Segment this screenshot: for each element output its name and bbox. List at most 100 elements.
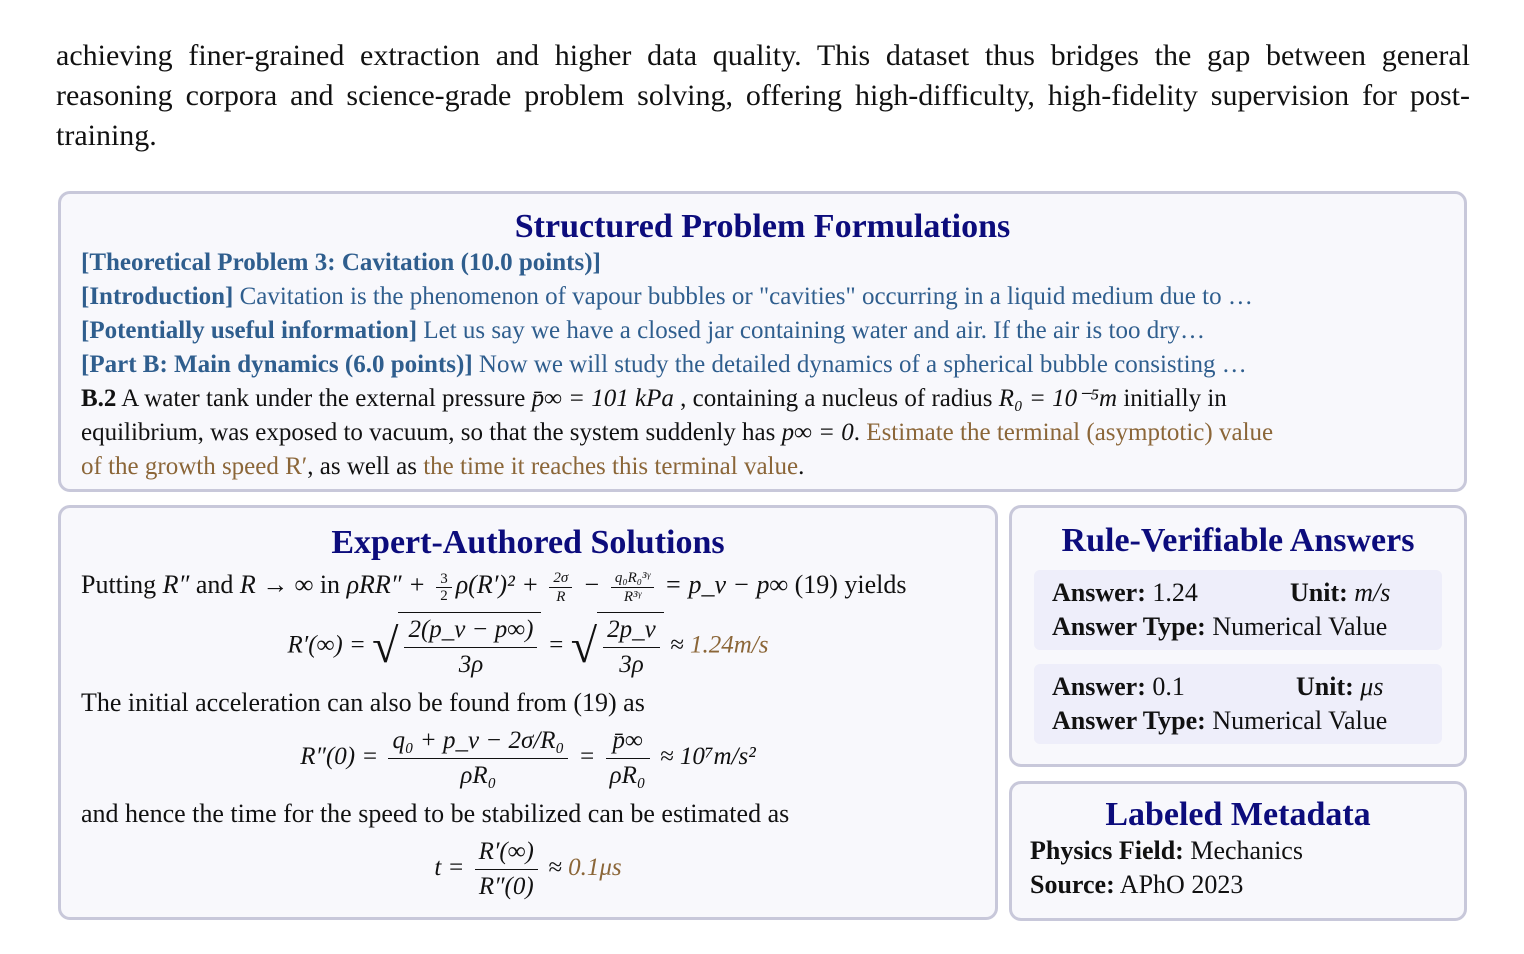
q-text: , as well as	[307, 453, 424, 480]
eq-result: ≈ 10⁷m/s²	[653, 743, 756, 771]
q-text: A water tank under the external pressure	[116, 385, 532, 412]
question-label: B.2	[81, 385, 117, 412]
eq-lhs: R′(∞) =	[287, 631, 373, 659]
type-value: Numerical Value	[1205, 706, 1388, 735]
unit-label: Unit:	[1290, 578, 1348, 607]
fraction: 2(p_v − p∞) 3ρ	[404, 613, 538, 682]
numerator: 2(p_v − p∞)	[404, 613, 538, 648]
equation-terminal-speed: R′(∞) = √ 2(p_v − p∞) 3ρ = √ 2p_v 3ρ ≈ 1.24m…	[81, 612, 975, 682]
metadata-panel: Labeled Metadata Physics Field: Mechanic…	[1009, 781, 1467, 921]
solution-line-3: and hence the time for the speed to be s…	[81, 799, 790, 828]
answer-card: Answer: 1.24 Unit: m/s Answer Type: Numer…	[1034, 570, 1442, 650]
eq-result: 0.1μs	[568, 854, 622, 882]
fraction: 2σ R	[549, 569, 573, 606]
field-label: Physics Field:	[1030, 836, 1184, 865]
part-label: [Part B: Main dynamics (6.0 points)]	[81, 351, 473, 378]
intro-label: [Introduction]	[81, 283, 234, 310]
denominator: 3ρ	[619, 651, 644, 678]
q-highlight: Estimate the terminal (asymptotic) value	[866, 419, 1274, 446]
answer-value: 1.24	[1145, 578, 1198, 607]
denominator: R³ᵞ	[623, 588, 641, 605]
denominator: ρR₀	[460, 762, 497, 789]
intro-paragraph: achieving finer-grained extraction and h…	[56, 39, 1470, 152]
q-text: .	[798, 453, 805, 480]
solution-panel: Expert-Authored Solutions Putting R″ and…	[58, 505, 998, 920]
equation-initial-acceleration: R″(0) = q₀ + p_v − 2σ/R₀ ρR₀ = p̄∞ ρR₀ ≈ 1…	[81, 724, 975, 793]
fraction: p̄∞ ρR₀	[605, 724, 650, 793]
intro-text: Cavitation is the phenomenon of vapour b…	[233, 283, 1253, 310]
denominator: R″(0)	[478, 873, 534, 900]
q-text: .	[853, 419, 867, 446]
type-value: Numerical Value	[1205, 612, 1388, 641]
q-highlight: of the growth speed R′	[81, 453, 308, 480]
equation-time: t = R′(∞) R″(0) ≈ 0.1μs	[81, 835, 975, 904]
info-text: Let us say we have a closed jar containi…	[417, 317, 1206, 344]
info-label: [Potentially useful information]	[81, 317, 418, 344]
part-line: [Part B: Main dynamics (6.0 points)] Now…	[81, 348, 1444, 382]
eq-lhs: t =	[434, 854, 471, 882]
solution-line-2: The initial acceleration can also be fou…	[81, 688, 645, 717]
numerator: p̄∞	[605, 724, 650, 759]
s-math: −	[576, 570, 607, 599]
answer-value: 0.1	[1145, 672, 1185, 701]
fraction: 2p_v 3ρ	[603, 613, 660, 682]
unit-value: m/s	[1347, 578, 1391, 607]
eq-lhs: R″(0) =	[300, 743, 385, 771]
answer-label: Answer:	[1052, 578, 1146, 607]
source-value: APhO 2023	[1114, 870, 1244, 899]
q-math: R₀ = 10⁻⁵m	[998, 385, 1118, 412]
q-math: p̄∞ = 101 kPa	[531, 385, 674, 412]
q-text: , containing a nucleus of radius	[673, 385, 999, 412]
question-line-3: of the growth speed R′, as well as the t…	[81, 450, 1444, 484]
fraction: q₀ + p_v − 2σ/R₀ ρR₀	[388, 724, 569, 793]
physics-field: Physics Field: Mechanics	[1030, 834, 1446, 868]
numerator: 2σ	[549, 569, 573, 588]
question-line-1: B.2 A water tank under the external pres…	[81, 382, 1444, 416]
denominator: R	[556, 588, 566, 605]
q-text: initially in	[1117, 385, 1227, 412]
numerator: 2p_v	[603, 613, 660, 648]
fraction: R′(∞) R″(0)	[474, 835, 538, 904]
answers-title: Rule-Verifiable Answers	[1061, 522, 1415, 559]
info-line: [Potentially useful information] Let us …	[81, 314, 1444, 348]
type-label: Answer Type:	[1052, 612, 1206, 641]
source-label: Source:	[1030, 870, 1115, 899]
numerator: 3	[436, 571, 452, 588]
solution-line-1: Putting R″ and R → ∞ in ρRR″ + 3 2 ρ(R′)² …	[81, 562, 975, 608]
q-text: equilibrium, was exposed to vacuum, so t…	[81, 419, 782, 446]
type-label: Answer Type:	[1052, 706, 1206, 735]
s-text: Putting	[81, 570, 163, 599]
problem-panel: Structured Problem Formulations [Theoret…	[58, 191, 1467, 492]
numerator: R′(∞)	[474, 835, 538, 870]
fraction: q₀R₀³ᵞ R³ᵞ	[610, 569, 654, 606]
question-line-2: equilibrium, was exposed to vacuum, so t…	[81, 416, 1444, 450]
unit-value: μs	[1353, 672, 1384, 701]
part-text: Now we will study the detailed dynamics …	[472, 351, 1247, 378]
s-text: (19) yields	[788, 570, 907, 599]
denominator: ρR₀	[609, 762, 646, 789]
unit-label: Unit:	[1296, 672, 1354, 701]
s-math: R → ∞	[239, 570, 314, 599]
s-text: and	[189, 570, 240, 599]
eq-sign: =	[541, 631, 571, 659]
s-text: in	[313, 570, 347, 599]
problem-heading: [Theoretical Problem 3: Cavitation (10.0…	[81, 249, 601, 276]
s-math: ρRR″ +	[346, 570, 433, 599]
s-math: = p_v − p∞	[657, 570, 789, 599]
numerator: q₀ + p_v − 2σ/R₀	[388, 724, 569, 759]
eq-sign: ≈	[541, 854, 569, 882]
intro-line: [Introduction] Cavitation is the phenome…	[81, 280, 1444, 314]
answer-card: Answer: 0.1 Unit: μs Answer Type: Numeric…	[1034, 664, 1442, 744]
numerator: q₀R₀³ᵞ	[610, 569, 654, 588]
eq-sign: =	[572, 743, 602, 771]
eq-result: 1.24m/s	[689, 631, 769, 659]
answers-panel: Rule-Verifiable Answers Answer: 1.24 Unit…	[1009, 505, 1467, 767]
q-highlight: the time it reaches this terminal value	[423, 453, 799, 480]
denominator: 3ρ	[458, 651, 484, 678]
source: Source: APhO 2023	[1030, 868, 1446, 902]
denominator: 2	[440, 587, 448, 604]
answer-label: Answer:	[1052, 672, 1146, 701]
metadata-title: Labeled Metadata	[1105, 796, 1371, 833]
solution-title: Expert-Authored Solutions	[331, 524, 725, 561]
